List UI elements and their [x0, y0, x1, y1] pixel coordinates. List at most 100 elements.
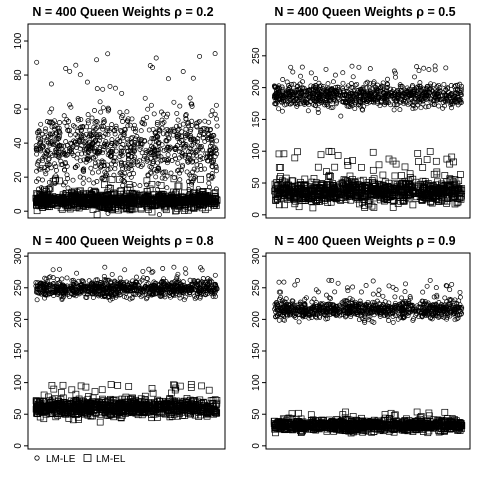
point-circle	[209, 108, 215, 114]
point-circle	[120, 165, 126, 171]
point-circle	[75, 151, 81, 157]
point-circle	[105, 51, 111, 57]
panel-title: N = 400 Queen Weights ρ = 0.2	[32, 5, 213, 19]
point-circle	[313, 76, 319, 81]
point-circle	[190, 169, 196, 175]
point-circle	[62, 119, 68, 125]
point-circle	[62, 151, 68, 157]
point-square	[433, 168, 441, 176]
point-circle	[160, 170, 166, 176]
point-circle	[93, 163, 98, 169]
point-circle	[63, 66, 69, 71]
point-circle	[187, 128, 193, 134]
point-square	[370, 175, 378, 183]
data-points	[32, 264, 221, 426]
point-circle	[208, 133, 214, 139]
point-square	[56, 177, 63, 185]
point-circle	[183, 133, 189, 139]
point-circle	[194, 167, 200, 173]
point-circle	[421, 65, 427, 71]
point-circle	[134, 134, 140, 139]
point-circle	[79, 151, 85, 157]
y-tick-label: 250	[251, 47, 262, 64]
point-circle	[174, 110, 180, 116]
point-circle	[305, 108, 311, 114]
point-circle	[65, 176, 71, 181]
point-circle	[78, 158, 84, 164]
point-circle	[64, 163, 70, 169]
point-circle	[154, 122, 160, 127]
point-circle	[35, 159, 41, 165]
point-circle	[209, 159, 215, 165]
point-square	[45, 186, 53, 193]
point-square	[107, 381, 115, 388]
point-square	[369, 166, 377, 174]
point-circle	[138, 144, 144, 150]
point-circle	[209, 141, 215, 147]
point-circle	[137, 146, 143, 152]
point-circle	[87, 131, 93, 137]
point-circle	[163, 157, 169, 163]
point-circle	[156, 126, 162, 132]
point-circle	[107, 166, 113, 172]
point-circle	[140, 268, 146, 274]
point-circle	[61, 167, 67, 173]
point-circle	[74, 155, 80, 161]
point-circle	[156, 167, 162, 173]
point-circle	[113, 123, 119, 129]
point-circle	[164, 160, 170, 166]
point-circle	[208, 151, 214, 157]
point-circle	[187, 134, 193, 140]
point-circle	[150, 65, 155, 70]
point-circle	[107, 153, 113, 159]
point-square	[108, 176, 116, 183]
point-circle	[54, 140, 60, 146]
point-square	[68, 386, 76, 394]
point-circle	[276, 106, 282, 112]
point-circle	[208, 126, 213, 132]
point-circle	[191, 141, 196, 147]
point-circle	[88, 165, 94, 171]
point-circle	[77, 174, 83, 180]
point-square	[406, 170, 414, 178]
point-square	[432, 157, 440, 165]
point-circle	[59, 146, 65, 152]
point-circle	[187, 145, 193, 151]
point-circle	[85, 155, 91, 161]
point-square	[52, 175, 60, 183]
point-circle	[77, 137, 83, 143]
point-circle	[206, 180, 212, 186]
point-circle	[149, 270, 155, 276]
point-circle	[156, 212, 162, 218]
point-square	[401, 163, 409, 171]
point-circle	[43, 171, 49, 177]
point-circle	[183, 116, 189, 122]
point-circle	[174, 132, 180, 137]
point-circle	[72, 139, 78, 145]
point-circle	[101, 119, 107, 125]
point-circle	[151, 111, 157, 117]
point-circle	[183, 113, 189, 119]
point-circle	[212, 111, 218, 117]
point-circle	[124, 109, 130, 115]
point-circle	[92, 154, 98, 160]
point-circle	[161, 169, 167, 175]
point-circle	[181, 297, 187, 303]
panel-rho-0.8: N = 400 Queen Weights ρ = 0.8 0501001502…	[13, 234, 226, 450]
point-circle	[332, 72, 338, 78]
point-circle	[189, 103, 195, 109]
point-square	[291, 154, 299, 162]
point-circle	[193, 149, 199, 155]
point-square	[433, 170, 441, 178]
point-circle	[189, 181, 195, 187]
point-square	[206, 173, 214, 181]
point-circle	[117, 275, 123, 281]
point-circle	[42, 275, 48, 281]
point-circle	[122, 267, 128, 273]
point-circle	[112, 162, 118, 168]
point-circle	[163, 169, 169, 175]
point-circle	[150, 269, 156, 275]
point-square	[126, 206, 134, 214]
point-circle	[44, 148, 50, 154]
point-circle	[209, 150, 215, 156]
